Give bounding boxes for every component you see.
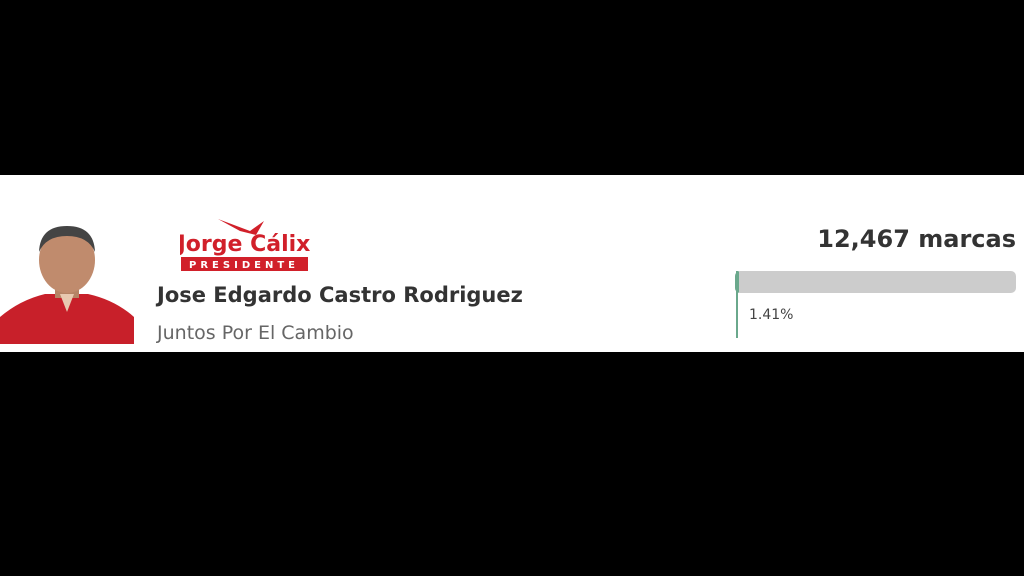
candidate-photo (0, 222, 134, 344)
progress-marker (736, 271, 738, 338)
progress-track (735, 271, 1016, 293)
logo-subtitle: PRESIDENTE (189, 260, 299, 271)
candidate-card: Jorge Cálix PRESIDENTE Jose Edgardo Cast… (0, 175, 1024, 352)
vote-count: 12,467 marcas (817, 225, 1016, 253)
logo-name: Jorge Cálix (180, 232, 310, 257)
party-name: Juntos Por El Cambio (157, 322, 354, 344)
percent-label: 1.41% (749, 307, 794, 323)
party-logo: Jorge Cálix PRESIDENTE (180, 219, 310, 271)
candidate-name: Jose Edgardo Castro Rodriguez (157, 283, 523, 307)
